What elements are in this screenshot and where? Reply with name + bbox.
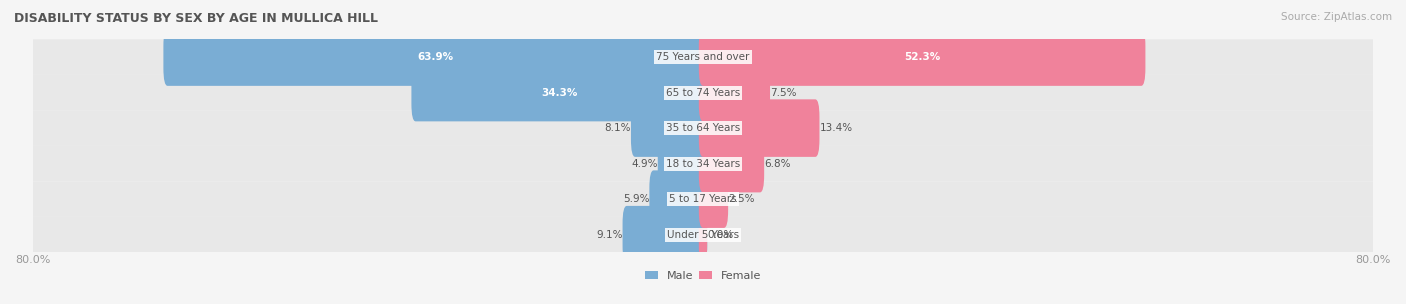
FancyBboxPatch shape bbox=[32, 39, 1374, 75]
FancyBboxPatch shape bbox=[699, 64, 770, 121]
Text: 75 Years and over: 75 Years and over bbox=[657, 52, 749, 62]
Text: 34.3%: 34.3% bbox=[541, 88, 578, 98]
FancyBboxPatch shape bbox=[32, 146, 1374, 181]
FancyBboxPatch shape bbox=[32, 181, 1374, 217]
FancyBboxPatch shape bbox=[32, 75, 1374, 110]
Text: 5.9%: 5.9% bbox=[623, 194, 650, 204]
FancyBboxPatch shape bbox=[699, 135, 765, 192]
FancyBboxPatch shape bbox=[699, 99, 820, 157]
FancyBboxPatch shape bbox=[699, 206, 707, 264]
FancyBboxPatch shape bbox=[412, 64, 707, 121]
Text: 52.3%: 52.3% bbox=[904, 52, 941, 62]
Text: 0.0%: 0.0% bbox=[707, 230, 734, 240]
Text: 5 to 17 Years: 5 to 17 Years bbox=[669, 194, 737, 204]
FancyBboxPatch shape bbox=[623, 206, 707, 264]
FancyBboxPatch shape bbox=[699, 170, 728, 228]
Text: 63.9%: 63.9% bbox=[418, 52, 453, 62]
FancyBboxPatch shape bbox=[163, 28, 707, 86]
Legend: Male, Female: Male, Female bbox=[640, 266, 766, 285]
FancyBboxPatch shape bbox=[32, 110, 1374, 146]
Text: 65 to 74 Years: 65 to 74 Years bbox=[666, 88, 740, 98]
FancyBboxPatch shape bbox=[650, 170, 707, 228]
Text: 18 to 34 Years: 18 to 34 Years bbox=[666, 159, 740, 169]
Text: 6.8%: 6.8% bbox=[765, 159, 790, 169]
Text: 4.9%: 4.9% bbox=[631, 159, 658, 169]
Text: 7.5%: 7.5% bbox=[770, 88, 797, 98]
FancyBboxPatch shape bbox=[631, 99, 707, 157]
FancyBboxPatch shape bbox=[658, 135, 707, 192]
Text: 9.1%: 9.1% bbox=[596, 230, 623, 240]
Text: 35 to 64 Years: 35 to 64 Years bbox=[666, 123, 740, 133]
FancyBboxPatch shape bbox=[32, 217, 1374, 252]
Text: DISABILITY STATUS BY SEX BY AGE IN MULLICA HILL: DISABILITY STATUS BY SEX BY AGE IN MULLI… bbox=[14, 12, 378, 25]
Text: 2.5%: 2.5% bbox=[728, 194, 755, 204]
Text: Under 5 Years: Under 5 Years bbox=[666, 230, 740, 240]
FancyBboxPatch shape bbox=[699, 28, 1146, 86]
Text: Source: ZipAtlas.com: Source: ZipAtlas.com bbox=[1281, 12, 1392, 22]
Text: 13.4%: 13.4% bbox=[820, 123, 852, 133]
Text: 8.1%: 8.1% bbox=[605, 123, 631, 133]
